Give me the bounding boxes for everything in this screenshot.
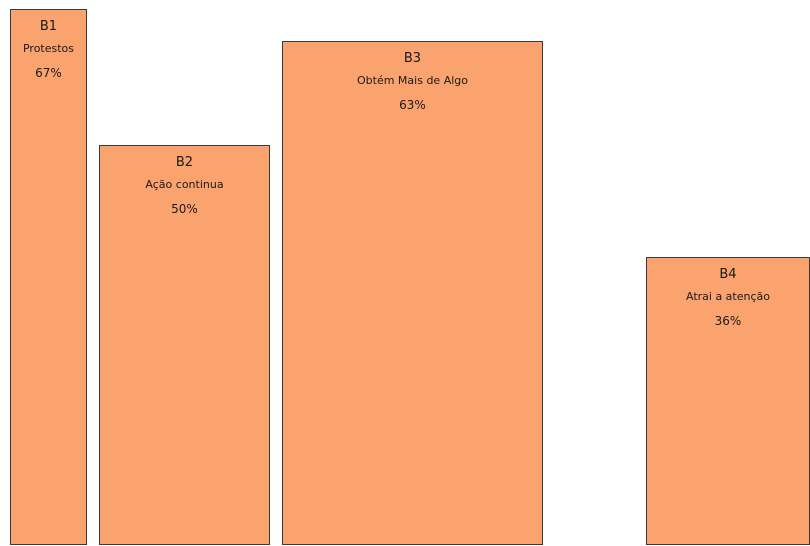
- bar-description-label: Atrai a atenção: [685, 290, 770, 303]
- bar-category-label: B3: [403, 51, 422, 66]
- bar-value-label: 63%: [399, 98, 426, 112]
- bar-category-label: B1: [39, 19, 58, 34]
- bar-value-label: 36%: [714, 314, 742, 328]
- bar-b4: B4 Atrai a atenção 36%: [646, 257, 810, 545]
- bar-description-label: Protestos: [22, 42, 75, 55]
- bar-value-label: 50%: [171, 202, 198, 216]
- bar-b2: B2 Ação continua 50%: [99, 145, 270, 545]
- bar-category-label: B2: [175, 155, 194, 170]
- bar-category-label: B4: [719, 267, 737, 282]
- bar-value-label: 67%: [35, 66, 62, 80]
- bar-b1: B1 Protestos 67%: [10, 9, 87, 545]
- bar-b3: B3 Obtém Mais de Algo 63%: [282, 41, 543, 545]
- bar-description-label: Obtém Mais de Algo: [357, 74, 468, 87]
- bar-description-label: Ação continua: [145, 178, 224, 191]
